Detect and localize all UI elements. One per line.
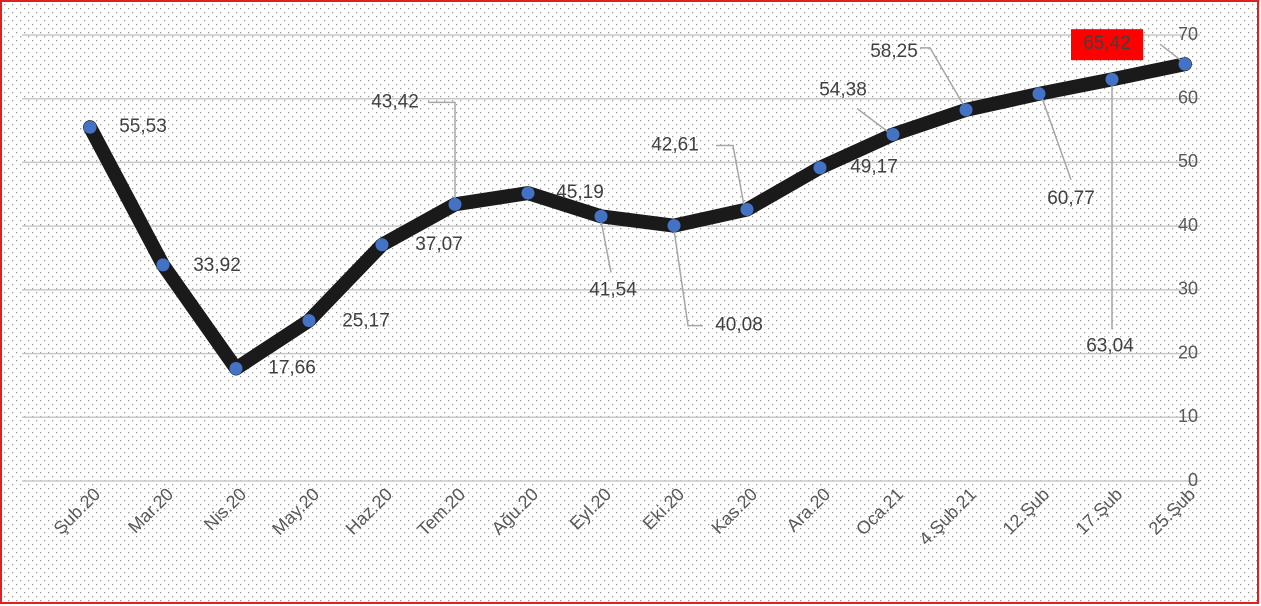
marker xyxy=(448,197,462,211)
marker xyxy=(302,314,316,328)
y-tick-label: 30 xyxy=(1178,279,1198,299)
marker xyxy=(1105,72,1119,86)
marker xyxy=(886,128,900,142)
marker xyxy=(813,161,827,175)
leader-line xyxy=(600,220,612,273)
leader-line xyxy=(1159,43,1183,62)
data-label: 37,07 xyxy=(415,234,463,255)
data-label: 55,53 xyxy=(119,116,167,137)
leader-line xyxy=(856,107,890,134)
data-label: 17,66 xyxy=(268,357,316,378)
leader-line xyxy=(716,144,745,206)
marker xyxy=(83,120,97,134)
y-tick-label: 40 xyxy=(1178,215,1198,235)
data-label: 65,42 xyxy=(1083,33,1131,54)
line xyxy=(83,57,1192,376)
leader-line xyxy=(920,47,965,107)
y-tick-label: 50 xyxy=(1178,151,1198,171)
data-label: 49,17 xyxy=(850,157,898,178)
y-tick-label: 0 xyxy=(1188,470,1198,490)
marker xyxy=(156,258,170,272)
data-label: 43,42 xyxy=(371,91,419,112)
label-highlight xyxy=(1071,29,1143,61)
leader-line xyxy=(428,101,456,202)
data-label: 41,54 xyxy=(589,279,637,300)
marker xyxy=(667,219,681,233)
data-label: 58,25 xyxy=(870,41,918,62)
y-tick-label: 70 xyxy=(1178,24,1198,44)
marker xyxy=(1178,57,1192,71)
marker xyxy=(959,103,973,117)
data-label: 60,77 xyxy=(1047,188,1095,209)
leader-line xyxy=(673,229,703,327)
data-label: 25,17 xyxy=(342,311,390,332)
data-label: 33,92 xyxy=(193,255,241,276)
marker xyxy=(521,186,535,200)
y-tick-label: 10 xyxy=(1178,406,1198,426)
data-label: 45,19 xyxy=(556,182,604,203)
leader-line xyxy=(1041,97,1072,181)
marker xyxy=(229,361,243,375)
marker xyxy=(740,203,754,217)
marker xyxy=(1032,87,1046,101)
marker xyxy=(375,238,389,252)
y-tick-label: 60 xyxy=(1178,87,1198,107)
plot: 55,53 33,92 17,66 25,17 37,07 43,42 45,19 41,54… xyxy=(83,29,1192,378)
data-label: 42,61 xyxy=(651,135,699,156)
data-label: 40,08 xyxy=(715,315,763,336)
y-tick-label: 20 xyxy=(1178,342,1198,362)
data-label: 54,38 xyxy=(819,80,867,101)
marker xyxy=(594,209,608,223)
data-label: 63,04 xyxy=(1086,335,1134,356)
